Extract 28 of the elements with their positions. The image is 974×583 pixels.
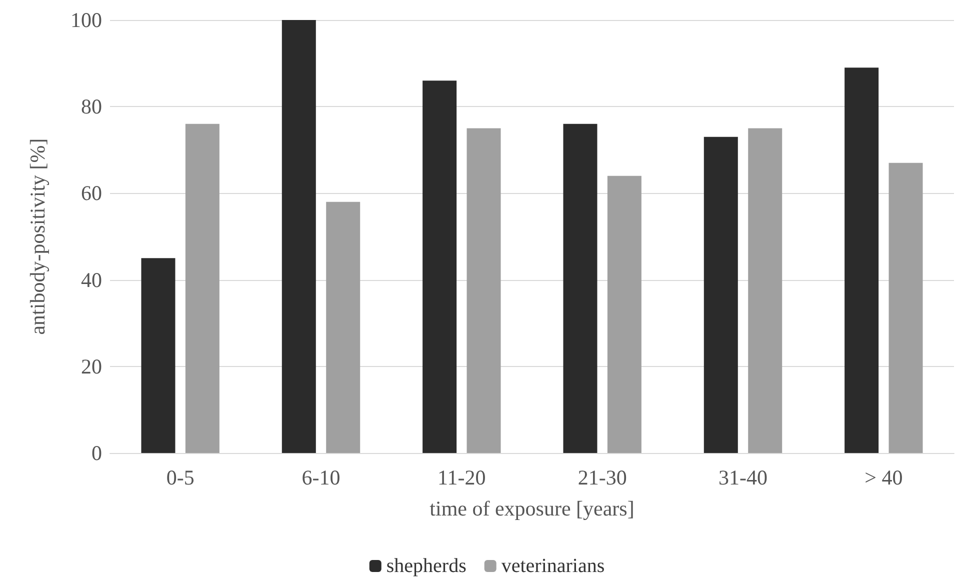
bar	[888, 162, 923, 453]
y-axis-title: antibody-positivity [%]	[26, 138, 50, 335]
bar	[844, 68, 879, 453]
y-tick-label: 0	[92, 441, 102, 465]
x-tick-label: 0-5	[166, 466, 194, 490]
x-tick-label: > 40	[864, 466, 903, 490]
x-tick-label: 6-10	[302, 466, 340, 490]
y-tick-label: 80	[81, 94, 102, 119]
bar	[748, 128, 782, 453]
bar	[141, 258, 176, 453]
bar	[466, 128, 501, 453]
y-tick-label: 40	[81, 268, 102, 292]
bar	[563, 124, 598, 453]
bar	[607, 176, 642, 453]
y-tick-label: 100	[70, 8, 102, 32]
bar	[326, 202, 360, 453]
bar	[422, 80, 457, 453]
legend-label: veterinarians	[501, 555, 605, 577]
y-tick-label: 60	[81, 181, 102, 206]
x-tick-label: 31-40	[718, 466, 768, 490]
x-axis-title: time of exposure [years]	[430, 496, 634, 520]
bar	[282, 20, 316, 453]
legend-label: shepherds	[386, 555, 467, 577]
y-tick-label: 20	[81, 354, 102, 378]
x-tick-label: 21-30	[578, 466, 627, 490]
x-tick-label: 11-20	[438, 466, 486, 490]
bar	[185, 124, 220, 453]
bar	[704, 136, 738, 453]
